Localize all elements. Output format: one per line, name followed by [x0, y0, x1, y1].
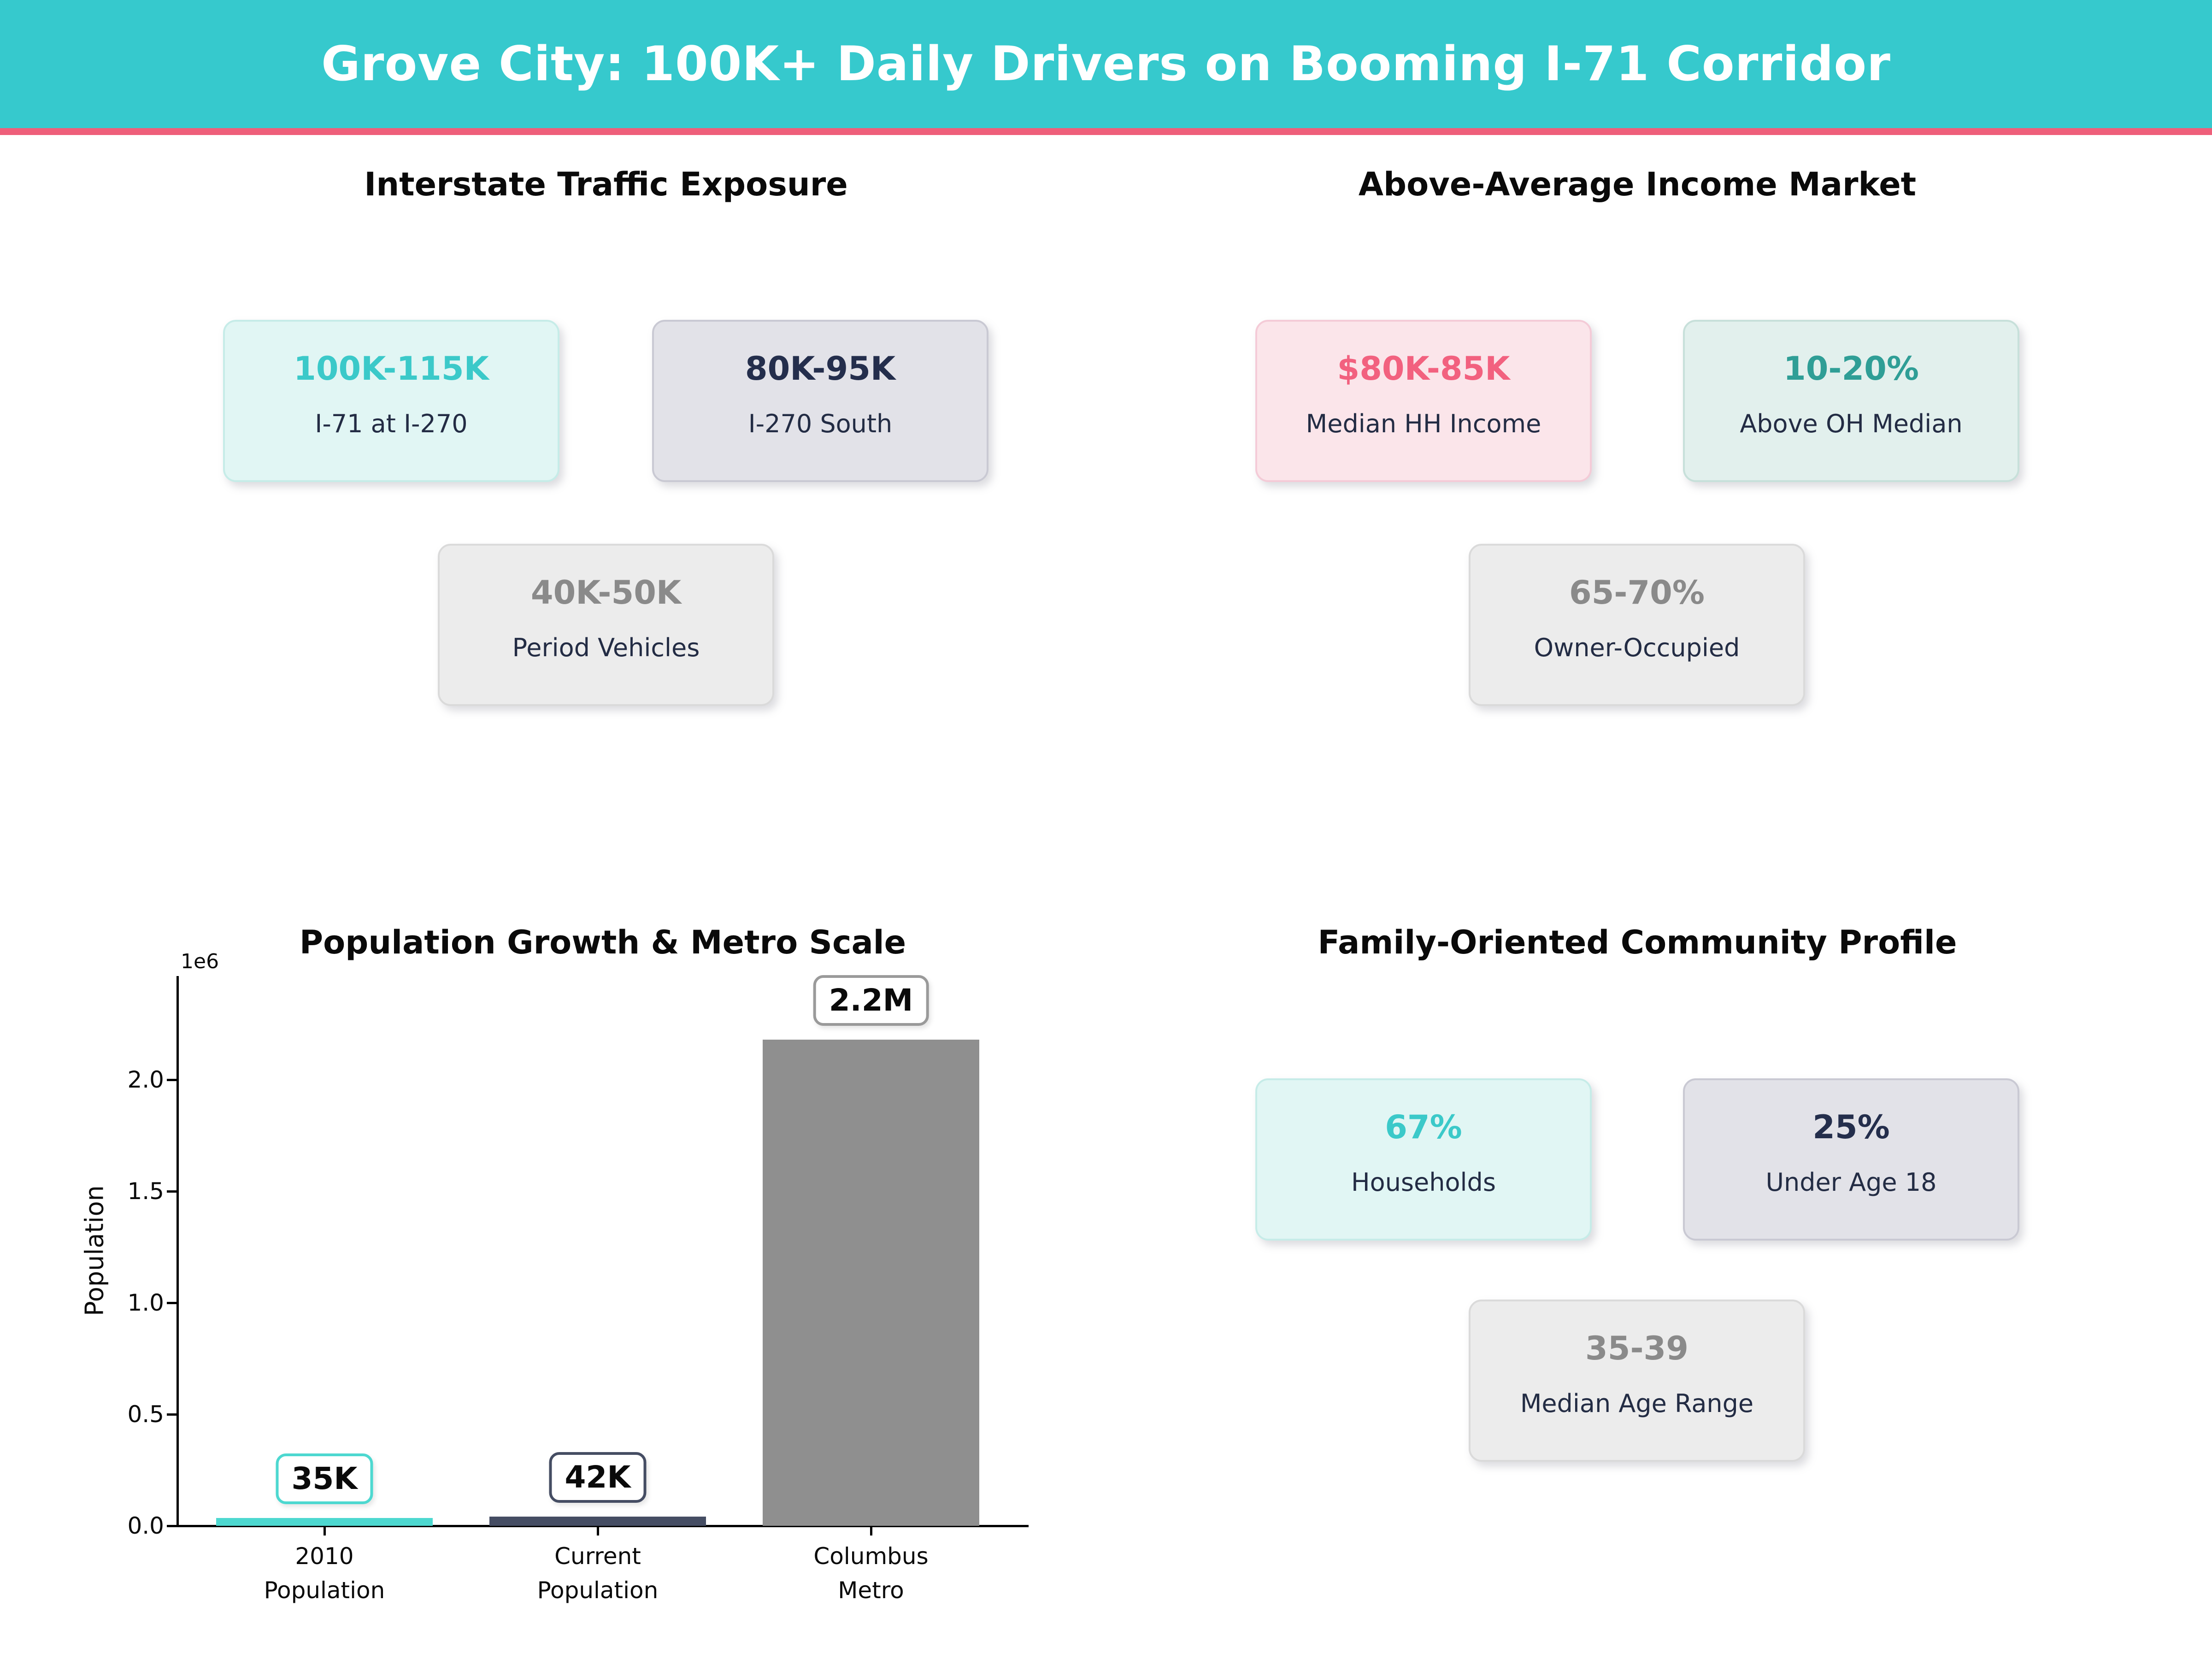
stat-card-traffic-period-vehicles: 40K-50K Period Vehicles — [438, 544, 774, 706]
y-tick-mark — [167, 1079, 177, 1081]
stat-label: I-270 South — [748, 409, 893, 438]
section-title-traffic: Interstate Traffic Exposure — [364, 165, 848, 203]
x-tick-mark — [324, 1527, 326, 1535]
stat-value: $80K-85K — [1337, 350, 1510, 388]
stat-label: Households — [1351, 1168, 1496, 1197]
stat-value: 10-20% — [1783, 350, 1919, 388]
section-title-community: Family-Oriented Community Profile — [1318, 924, 1957, 961]
stat-card-community-median-age: 35-39 Median Age Range — [1469, 1300, 1805, 1462]
x-axis-line — [176, 1525, 1029, 1527]
stat-value: 40K-50K — [530, 574, 682, 612]
stat-value: 100K-115K — [294, 350, 489, 388]
stat-card-traffic-i270south: 80K-95K I-270 South — [652, 320, 988, 482]
stat-value: 67% — [1385, 1108, 1462, 1146]
stat-label: Under Age 18 — [1765, 1168, 1937, 1197]
y-tick-mark — [167, 1413, 177, 1416]
stat-card-income-above-median: 10-20% Above OH Median — [1683, 320, 2019, 482]
bar-2 — [763, 1040, 979, 1526]
y-tick-mark — [167, 1302, 177, 1304]
bar-value-badge: 42K — [549, 1452, 647, 1503]
stat-card-community-households: 67% Households — [1255, 1078, 1592, 1241]
x-tick-mark — [870, 1527, 872, 1535]
y-tick-mark — [167, 1525, 177, 1527]
stat-card-income-median: $80K-85K Median HH Income — [1255, 320, 1592, 482]
bar-value-badge: 35K — [276, 1453, 373, 1504]
stat-label: Median HH Income — [1306, 409, 1541, 438]
page-title: Grove City: 100K+ Daily Drivers on Boomi… — [321, 36, 1891, 92]
stat-label: Above OH Median — [1740, 409, 1963, 438]
stat-label: I-71 at I-270 — [315, 409, 468, 438]
stat-value: 65-70% — [1569, 574, 1705, 612]
y-tick-label: 2.0 — [127, 1066, 164, 1093]
header-banner: Grove City: 100K+ Daily Drivers on Boomi… — [0, 0, 2212, 128]
bar-0 — [216, 1518, 433, 1526]
x-tick-label: 2010 Population — [264, 1543, 385, 1604]
x-tick-label: Current Population — [537, 1543, 659, 1604]
y-axis-line — [176, 976, 179, 1527]
stat-value: 25% — [1812, 1108, 1890, 1146]
stat-value: 35-39 — [1585, 1330, 1688, 1367]
stat-card-income-owner-occupied: 65-70% Owner-Occupied — [1469, 544, 1805, 706]
stat-label: Owner-Occupied — [1534, 633, 1740, 662]
y-tick-label: 1.0 — [127, 1289, 164, 1316]
header-underline-bar — [0, 128, 2212, 135]
y-tick-mark — [167, 1190, 177, 1193]
bar-1 — [489, 1517, 706, 1526]
stat-card-traffic-volume: 100K-115K I-71 at I-270 — [223, 320, 559, 482]
x-tick-label: Columbus Metro — [813, 1543, 929, 1604]
axis-offset-text: 1e6 — [181, 950, 219, 973]
y-tick-label: 0.5 — [127, 1401, 164, 1428]
x-tick-mark — [597, 1527, 599, 1535]
y-tick-label: 1.5 — [127, 1178, 164, 1205]
y-tick-label: 0.0 — [127, 1512, 164, 1539]
stat-label: Period Vehicles — [512, 633, 700, 662]
stat-label: Median Age Range — [1520, 1389, 1754, 1418]
stat-value: 80K-95K — [745, 350, 896, 388]
section-title-income: Above-Average Income Market — [1358, 165, 1917, 203]
chart-title: Population Growth & Metro Scale — [299, 924, 906, 961]
stat-card-community-under-18: 25% Under Age 18 — [1683, 1078, 2019, 1241]
bar-value-badge: 2.2M — [813, 975, 929, 1026]
